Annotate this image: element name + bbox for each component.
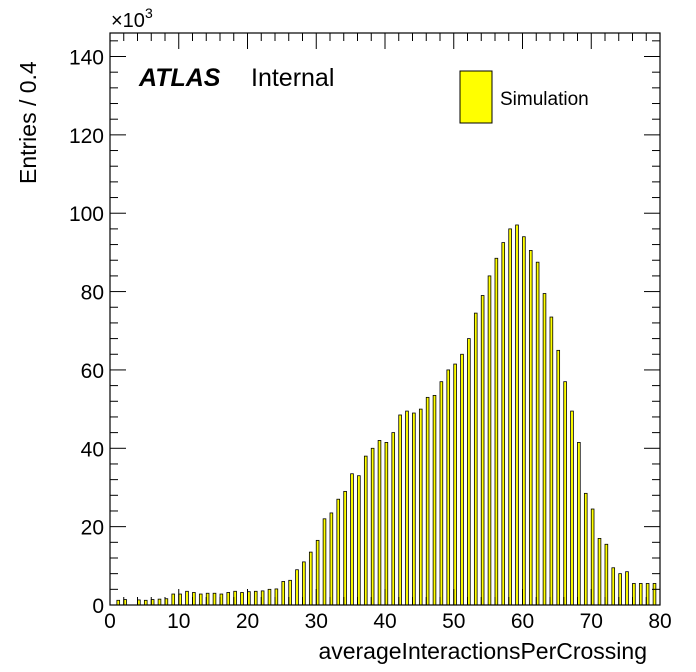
histogram-bar: [453, 363, 457, 606]
histogram-bar: [522, 236, 526, 606]
x-tick-label: 40: [373, 610, 396, 633]
histogram-bar: [473, 312, 478, 606]
histogram-bar: [412, 412, 416, 606]
histogram-bar: [446, 369, 451, 606]
histogram-bar: [363, 455, 368, 606]
histogram-bar: [171, 593, 176, 606]
histogram-bar: [212, 592, 217, 606]
y-tick-label: 20: [81, 517, 104, 540]
histogram-bar: [501, 242, 506, 606]
histogram-bar: [487, 275, 492, 606]
histogram-bar: [322, 518, 327, 606]
histogram-bar: [295, 569, 299, 606]
histogram-bar: [226, 592, 231, 606]
histogram-bar: [508, 228, 512, 606]
histogram-bar: [343, 490, 347, 606]
histogram-bar: [185, 590, 189, 606]
histogram-bar: [143, 599, 148, 606]
histogram-bar: [542, 293, 547, 606]
internal-label: Internal: [251, 64, 334, 92]
histogram-bar: [528, 250, 533, 606]
y-axis-title: Entries / 0.4: [15, 61, 41, 184]
histogram-bar: [577, 442, 581, 606]
x-axis-title: averageInteractionsPerCrossing: [318, 638, 647, 664]
histogram-bar: [116, 599, 121, 606]
histogram-bar: [253, 590, 258, 606]
histogram-bar: [267, 588, 272, 606]
histogram-bar: [439, 381, 444, 606]
histogram-bar: [583, 492, 588, 606]
histogram-bar: [604, 543, 609, 606]
histogram-bar: [467, 338, 471, 606]
histogram-bar: [398, 414, 402, 606]
histogram-bar: [405, 410, 409, 606]
x-tick-label: 10: [167, 610, 190, 633]
x-tick-label: 0: [104, 610, 116, 633]
y-tick-label: 120: [69, 125, 104, 148]
histogram-bar: [638, 583, 643, 606]
y-tick-label: 100: [69, 203, 104, 226]
y-tick-label: 60: [81, 360, 104, 383]
histogram-bar: [494, 257, 499, 606]
histogram-bar: [281, 581, 286, 606]
histogram-bar: [418, 408, 423, 606]
histogram-bar: [549, 316, 554, 606]
histogram-bar: [563, 381, 567, 606]
histogram-bar: [570, 410, 574, 606]
histogram-bar: [597, 537, 602, 606]
atlas-label: ATLAS: [138, 64, 221, 92]
x-tick-label: 60: [511, 610, 534, 633]
y-tick-label: 140: [69, 47, 104, 70]
histogram-bar: [384, 442, 389, 606]
histogram-bar: [652, 583, 657, 606]
histogram-bar: [432, 394, 437, 606]
histogram-bar: [556, 349, 561, 606]
histogram-bar: [611, 567, 616, 606]
histogram-bar: [350, 473, 354, 606]
histogram-bar: [480, 295, 485, 606]
histogram-bar: [391, 432, 396, 606]
histogram-bar: [157, 598, 162, 606]
y-scale-multiplier: ×103: [111, 5, 153, 32]
histogram-bar: [308, 551, 313, 606]
histogram-bar: [240, 592, 244, 606]
histogram-bar: [329, 512, 334, 606]
axis-ticks: [109, 33, 661, 606]
histogram-bar: [377, 440, 382, 606]
x-tick-label: 50: [442, 610, 465, 633]
legend-swatch: [459, 70, 493, 124]
histogram-bar: [535, 261, 540, 606]
y-tick-label: 0: [92, 595, 104, 618]
histogram-bar: [357, 475, 361, 606]
histogram-bars: [116, 224, 657, 606]
x-tick-label: 80: [648, 610, 671, 633]
histogram-bar: [198, 593, 203, 606]
y-tick-label: 40: [81, 438, 104, 461]
tick-labels: 0 10 20 30 40 50 60 70 80 0 20 40 60 80 100 120 140: [69, 47, 672, 633]
histogram-bar: [425, 396, 430, 606]
y-tick-label: 80: [81, 282, 104, 305]
histogram-bar: [515, 224, 519, 606]
histogram-bar: [336, 498, 341, 606]
x-tick-label: 70: [580, 610, 603, 633]
x-tick-label: 20: [236, 610, 259, 633]
legend-label: Simulation: [500, 89, 589, 110]
histogram-bar: [460, 353, 464, 606]
x-tick-label: 30: [305, 610, 328, 633]
histogram-bar: [625, 571, 629, 606]
histogram-bar: [370, 447, 375, 606]
